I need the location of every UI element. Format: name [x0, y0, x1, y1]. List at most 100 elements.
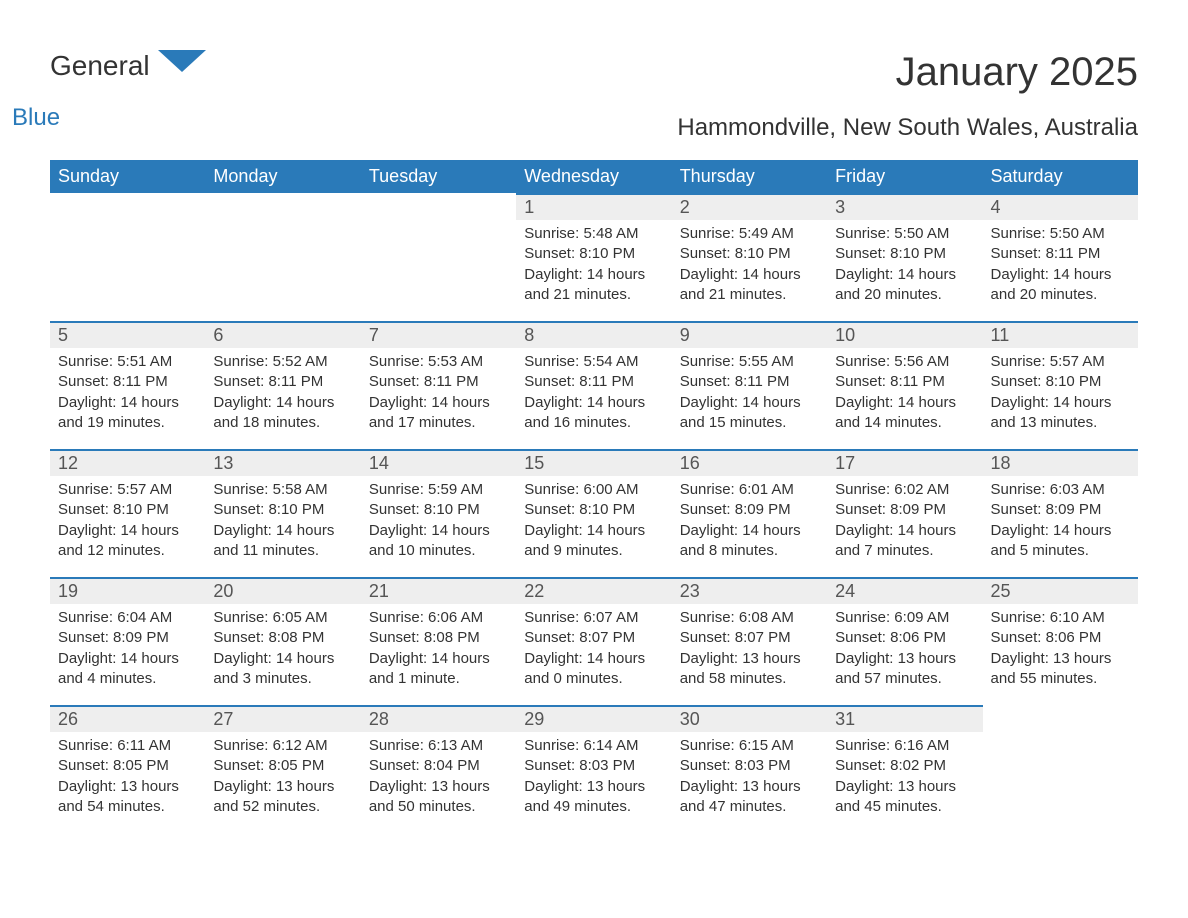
- sunset-text: Sunset: 8:11 PM: [58, 372, 197, 392]
- sunset-text: Sunset: 8:07 PM: [680, 628, 819, 648]
- day-number: 24: [827, 577, 982, 604]
- calendar-cell: 27Sunrise: 6:12 AMSunset: 8:05 PMDayligh…: [205, 705, 360, 833]
- day-content: Sunrise: 6:01 AMSunset: 8:09 PMDaylight:…: [672, 476, 827, 569]
- calendar-cell: 18Sunrise: 6:03 AMSunset: 8:09 PMDayligh…: [983, 449, 1138, 577]
- sunrise-text: Sunrise: 5:50 AM: [835, 224, 974, 244]
- sunset-text: Sunset: 8:11 PM: [991, 244, 1130, 264]
- calendar-cell: 3Sunrise: 5:50 AMSunset: 8:10 PMDaylight…: [827, 193, 982, 321]
- calendar-cell: 30Sunrise: 6:15 AMSunset: 8:03 PMDayligh…: [672, 705, 827, 833]
- calendar-cell: 15Sunrise: 6:00 AMSunset: 8:10 PMDayligh…: [516, 449, 671, 577]
- daylight-text: Daylight: 13 hours and 45 minutes.: [835, 777, 974, 818]
- daylight-text: Daylight: 14 hours and 15 minutes.: [680, 393, 819, 434]
- day-content: Sunrise: 6:12 AMSunset: 8:05 PMDaylight:…: [205, 732, 360, 825]
- day-number: 5: [50, 321, 205, 348]
- day-number: 21: [361, 577, 516, 604]
- day-content: Sunrise: 5:57 AMSunset: 8:10 PMDaylight:…: [983, 348, 1138, 441]
- sunrise-text: Sunrise: 5:50 AM: [991, 224, 1130, 244]
- sunset-text: Sunset: 8:09 PM: [680, 500, 819, 520]
- day-number: 7: [361, 321, 516, 348]
- calendar-cell: [50, 193, 205, 321]
- calendar-body: 1Sunrise: 5:48 AMSunset: 8:10 PMDaylight…: [50, 193, 1138, 833]
- day-content: Sunrise: 6:11 AMSunset: 8:05 PMDaylight:…: [50, 732, 205, 825]
- daylight-text: Daylight: 13 hours and 49 minutes.: [524, 777, 663, 818]
- sunrise-text: Sunrise: 5:48 AM: [524, 224, 663, 244]
- calendar-cell: 5Sunrise: 5:51 AMSunset: 8:11 PMDaylight…: [50, 321, 205, 449]
- day-number: 3: [827, 193, 982, 220]
- day-number: 14: [361, 449, 516, 476]
- day-number: 9: [672, 321, 827, 348]
- day-number: 6: [205, 321, 360, 348]
- sunrise-text: Sunrise: 5:57 AM: [991, 352, 1130, 372]
- day-number: 30: [672, 705, 827, 732]
- daylight-text: Daylight: 13 hours and 54 minutes.: [58, 777, 197, 818]
- sunset-text: Sunset: 8:10 PM: [524, 500, 663, 520]
- sunset-text: Sunset: 8:11 PM: [835, 372, 974, 392]
- daylight-text: Daylight: 13 hours and 52 minutes.: [213, 777, 352, 818]
- daylight-text: Daylight: 14 hours and 9 minutes.: [524, 521, 663, 562]
- day-content: Sunrise: 6:02 AMSunset: 8:09 PMDaylight:…: [827, 476, 982, 569]
- day-content: Sunrise: 5:55 AMSunset: 8:11 PMDaylight:…: [672, 348, 827, 441]
- daylight-text: Daylight: 14 hours and 13 minutes.: [991, 393, 1130, 434]
- daylight-text: Daylight: 14 hours and 11 minutes.: [213, 521, 352, 562]
- day-number: 2: [672, 193, 827, 220]
- day-number: 18: [983, 449, 1138, 476]
- calendar-cell: 14Sunrise: 5:59 AMSunset: 8:10 PMDayligh…: [361, 449, 516, 577]
- day-content: Sunrise: 5:50 AMSunset: 8:11 PMDaylight:…: [983, 220, 1138, 313]
- daylight-text: Daylight: 13 hours and 47 minutes.: [680, 777, 819, 818]
- day-content: Sunrise: 6:00 AMSunset: 8:10 PMDaylight:…: [516, 476, 671, 569]
- sunset-text: Sunset: 8:11 PM: [524, 372, 663, 392]
- daylight-text: Daylight: 14 hours and 14 minutes.: [835, 393, 974, 434]
- daylight-text: Daylight: 14 hours and 18 minutes.: [213, 393, 352, 434]
- daylight-text: Daylight: 14 hours and 10 minutes.: [369, 521, 508, 562]
- sunrise-text: Sunrise: 6:05 AM: [213, 608, 352, 628]
- sunrise-text: Sunrise: 6:15 AM: [680, 736, 819, 756]
- sunset-text: Sunset: 8:10 PM: [680, 244, 819, 264]
- sunrise-text: Sunrise: 5:57 AM: [58, 480, 197, 500]
- day-header: Sunday: [50, 160, 205, 193]
- daylight-text: Daylight: 14 hours and 12 minutes.: [58, 521, 197, 562]
- calendar-week: 12Sunrise: 5:57 AMSunset: 8:10 PMDayligh…: [50, 449, 1138, 577]
- day-number: 1: [516, 193, 671, 220]
- day-content: Sunrise: 6:10 AMSunset: 8:06 PMDaylight:…: [983, 604, 1138, 697]
- daylight-text: Daylight: 14 hours and 8 minutes.: [680, 521, 819, 562]
- day-header: Monday: [205, 160, 360, 193]
- calendar-cell: 6Sunrise: 5:52 AMSunset: 8:11 PMDaylight…: [205, 321, 360, 449]
- daylight-text: Daylight: 14 hours and 5 minutes.: [991, 521, 1130, 562]
- day-content: Sunrise: 6:07 AMSunset: 8:07 PMDaylight:…: [516, 604, 671, 697]
- day-number: 31: [827, 705, 982, 732]
- day-content: Sunrise: 5:59 AMSunset: 8:10 PMDaylight:…: [361, 476, 516, 569]
- daylight-text: Daylight: 14 hours and 0 minutes.: [524, 649, 663, 690]
- day-number: 22: [516, 577, 671, 604]
- sunset-text: Sunset: 8:09 PM: [835, 500, 974, 520]
- calendar-cell: [205, 193, 360, 321]
- page-title: January 2025: [896, 50, 1138, 95]
- calendar-cell: 19Sunrise: 6:04 AMSunset: 8:09 PMDayligh…: [50, 577, 205, 705]
- day-content: Sunrise: 5:56 AMSunset: 8:11 PMDaylight:…: [827, 348, 982, 441]
- day-content: Sunrise: 6:03 AMSunset: 8:09 PMDaylight:…: [983, 476, 1138, 569]
- calendar-week: 19Sunrise: 6:04 AMSunset: 8:09 PMDayligh…: [50, 577, 1138, 705]
- daylight-text: Daylight: 13 hours and 57 minutes.: [835, 649, 974, 690]
- daylight-text: Daylight: 13 hours and 58 minutes.: [680, 649, 819, 690]
- day-content: Sunrise: 6:13 AMSunset: 8:04 PMDaylight:…: [361, 732, 516, 825]
- sunrise-text: Sunrise: 5:56 AM: [835, 352, 974, 372]
- day-content: Sunrise: 6:04 AMSunset: 8:09 PMDaylight:…: [50, 604, 205, 697]
- day-number: 13: [205, 449, 360, 476]
- daylight-text: Daylight: 14 hours and 20 minutes.: [991, 265, 1130, 306]
- day-content: Sunrise: 5:48 AMSunset: 8:10 PMDaylight:…: [516, 220, 671, 313]
- day-content: Sunrise: 6:06 AMSunset: 8:08 PMDaylight:…: [361, 604, 516, 697]
- calendar-cell: 26Sunrise: 6:11 AMSunset: 8:05 PMDayligh…: [50, 705, 205, 833]
- logo-text-general: General: [50, 50, 150, 81]
- daylight-text: Daylight: 13 hours and 50 minutes.: [369, 777, 508, 818]
- sunset-text: Sunset: 8:08 PM: [369, 628, 508, 648]
- day-number: 12: [50, 449, 205, 476]
- calendar-cell: 8Sunrise: 5:54 AMSunset: 8:11 PMDaylight…: [516, 321, 671, 449]
- day-header: Friday: [827, 160, 982, 193]
- calendar-cell: 24Sunrise: 6:09 AMSunset: 8:06 PMDayligh…: [827, 577, 982, 705]
- calendar-cell: 2Sunrise: 5:49 AMSunset: 8:10 PMDaylight…: [672, 193, 827, 321]
- sunrise-text: Sunrise: 6:04 AM: [58, 608, 197, 628]
- day-content: Sunrise: 6:05 AMSunset: 8:08 PMDaylight:…: [205, 604, 360, 697]
- day-number: 15: [516, 449, 671, 476]
- day-number: 29: [516, 705, 671, 732]
- calendar-cell: 7Sunrise: 5:53 AMSunset: 8:11 PMDaylight…: [361, 321, 516, 449]
- calendar-cell: [983, 705, 1138, 833]
